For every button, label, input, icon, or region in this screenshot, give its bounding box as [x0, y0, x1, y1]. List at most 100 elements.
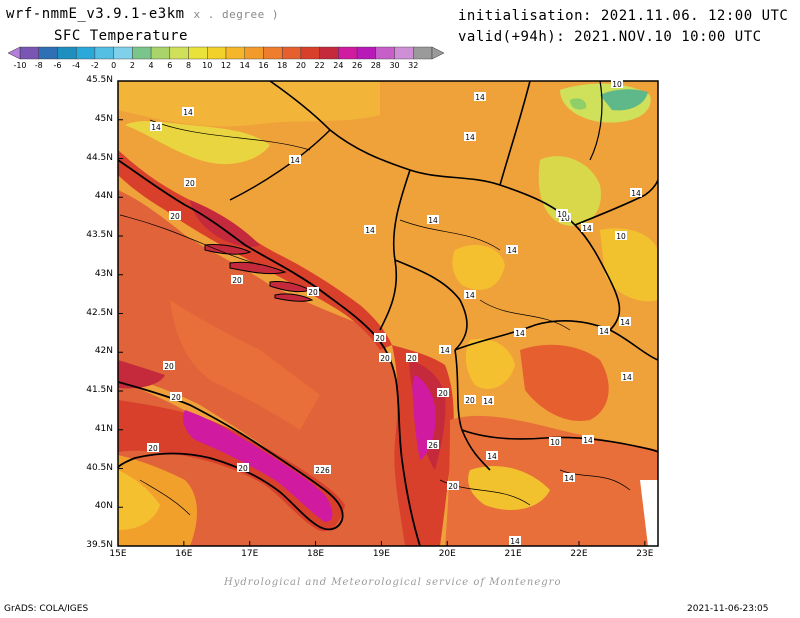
contour-label: 14 [290, 156, 300, 165]
contour-label-bg [611, 79, 623, 88]
contour-label-bg [231, 275, 243, 284]
latitude-label: 42.5N [86, 307, 113, 318]
colorbar-label: 0 [111, 61, 117, 70]
contour-label: 14 [487, 452, 497, 461]
latitude-label: 43N [94, 268, 113, 279]
contour-label-bg [563, 473, 575, 482]
valid-time: valid(+94h): 2021.NOV.10 10:00 UTC [458, 29, 762, 45]
contour-label: 14 [465, 133, 475, 142]
latitude-label: 41.5N [86, 385, 113, 395]
credit-line: Hydrological and Meteorological service … [224, 577, 562, 588]
contour-label: 20 [448, 482, 458, 491]
border-line [379, 169, 411, 331]
contour-label-bg [237, 463, 249, 472]
no-data-area [640, 480, 658, 546]
colorbar-label: 6 [167, 61, 173, 70]
longitude-label: 18E [306, 549, 325, 559]
longitude-label: 22E [570, 549, 588, 559]
contour-label-bg [621, 372, 633, 381]
contour-label-bg [427, 215, 439, 224]
latitude-label: 42N [94, 346, 113, 357]
contour-label-bg [182, 107, 194, 116]
border-line [499, 81, 531, 186]
contour-label: 20 [375, 334, 385, 343]
timestamp: 2021-11-06-23:05 [687, 604, 769, 614]
contour-label-bg [506, 245, 518, 254]
contour-label-bg [319, 465, 331, 474]
contour-label: 20 [185, 179, 195, 188]
colorbar-right-arrow [431, 46, 445, 60]
contour-label: 14 [465, 291, 475, 300]
contour-label-bg [439, 345, 451, 354]
colorbar-label: -4 [72, 61, 81, 70]
colorbar-label: -8 [34, 61, 43, 70]
island [204, 244, 252, 255]
contour-label-bg [169, 211, 181, 220]
model-name: wrf-nmmE_v3.9.1-e3km [6, 6, 185, 22]
contour-label-bg [427, 440, 439, 449]
colorbar-label: 20 [295, 61, 306, 70]
colorbar-label: 22 [314, 61, 325, 70]
contour-label-bg [514, 328, 526, 337]
contour-label: 14 [582, 224, 592, 233]
contour-label: 14 [183, 108, 193, 117]
contour-label: 14 [483, 397, 493, 406]
longitude-label: 20E [438, 549, 456, 559]
longitude-label: 17E [241, 549, 259, 559]
contour-label-bg [582, 435, 594, 444]
latitude-label: 45N [94, 113, 113, 124]
colorbar-label: 12 [220, 61, 232, 70]
contour-label-bg [581, 223, 593, 232]
colorbar-swatches [19, 46, 433, 60]
contour-label: 14 [515, 329, 525, 338]
contour-label: 20 [465, 396, 475, 405]
colorbar-label: 28 [370, 61, 381, 70]
contour-label-bg [549, 437, 561, 446]
longitude-label: 15E [109, 549, 127, 559]
contour-label: 20 [308, 288, 318, 297]
colorbar-label: 16 [258, 61, 269, 70]
contour-label: 14 [599, 327, 609, 336]
latitude-label: 45.5N [86, 75, 113, 85]
contour-label-bg [509, 536, 521, 545]
border-line [589, 81, 603, 161]
init-time: initialisation: 2021.11.06. 12:00 UTC [458, 8, 789, 24]
longitude-label: 19E [372, 549, 390, 559]
italy-coastline [118, 381, 344, 531]
contour-label: 14 [151, 123, 161, 132]
green-patch [570, 98, 587, 110]
latitude-label: 41N [94, 423, 113, 434]
contour-label: 20 [238, 464, 248, 473]
calabria-yellow [118, 470, 160, 530]
border-line [269, 81, 611, 281]
contour-label: 14 [440, 346, 450, 355]
colorbar-label: 32 [408, 61, 419, 70]
highland-yellow [465, 338, 515, 389]
contour-label-bg [364, 225, 376, 234]
contour-label-bg [150, 122, 162, 131]
contour-label: 20 [232, 276, 242, 285]
colorbar-label: 8 [185, 61, 192, 70]
contour-label-bg [289, 155, 301, 164]
yellow-patch [600, 228, 658, 302]
contour-label-bg [464, 395, 476, 404]
contour-label-bg [486, 451, 498, 460]
contour-label-bg [184, 178, 196, 187]
border-line [609, 279, 621, 331]
colorbar-label: 24 [333, 61, 344, 70]
colorbar-label: 18 [277, 61, 288, 70]
latitude-label: 43.5N [86, 230, 113, 240]
contour-label: 14 [564, 474, 574, 483]
border-line [454, 320, 658, 361]
contour-label-bg [437, 388, 449, 397]
contour-label-bg [482, 396, 494, 405]
coastal-hot-patch [190, 200, 260, 247]
contour-label: 20 [148, 444, 158, 453]
colorbar-label: 4 [148, 61, 154, 70]
contour-label-bg [307, 287, 319, 296]
contour-label-bg [615, 231, 627, 240]
island [274, 293, 314, 302]
model-title: wrf-nmmE_v3.9.1-e3km x . degree ) [6, 6, 279, 22]
gargano-hot [118, 360, 165, 389]
